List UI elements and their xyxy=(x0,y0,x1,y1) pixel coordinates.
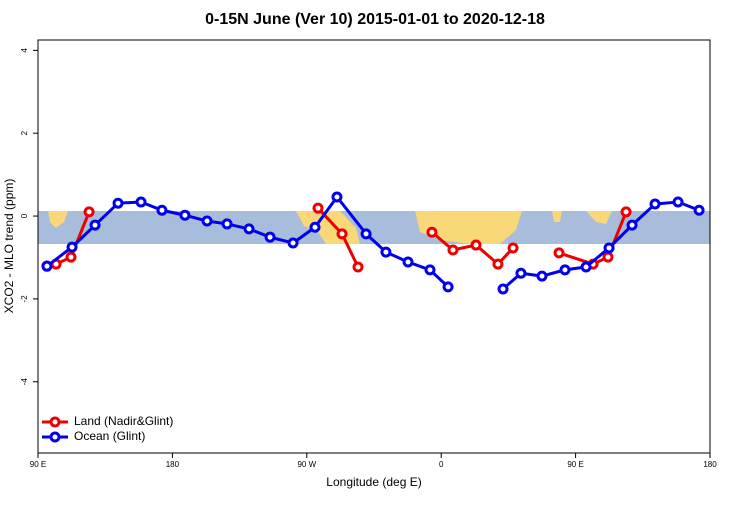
point xyxy=(649,198,661,210)
x-tick-label: 90 W xyxy=(297,460,316,469)
point xyxy=(179,209,191,221)
x-tick-label: 90 E xyxy=(567,460,583,469)
point xyxy=(672,196,684,208)
point xyxy=(380,246,392,258)
point xyxy=(626,219,638,231)
map-band xyxy=(38,211,710,244)
point xyxy=(264,231,276,243)
point xyxy=(287,237,299,249)
y-tick-label: -2 xyxy=(20,295,29,303)
x-tick-label: 180 xyxy=(703,460,717,469)
point xyxy=(602,251,614,263)
point xyxy=(66,241,78,253)
point xyxy=(221,218,233,230)
point xyxy=(442,281,454,293)
point xyxy=(243,223,255,235)
point xyxy=(360,228,372,240)
point xyxy=(135,196,147,208)
x-tick-label: 0 xyxy=(439,460,444,469)
legend-label: Ocean (Glint) xyxy=(74,429,145,443)
x-axis-label: Longitude (deg E) xyxy=(326,475,421,489)
chart-title: 0-15N June (Ver 10) 2015-01-01 to 2020-1… xyxy=(205,11,545,28)
y-tick-label: 0 xyxy=(20,213,29,218)
point xyxy=(497,283,509,295)
point xyxy=(559,264,571,276)
y-tick-label: 4 xyxy=(20,48,29,53)
point xyxy=(515,267,527,279)
y-tick-label: 2 xyxy=(20,130,29,135)
point xyxy=(89,219,101,231)
y-tick-label: -4 xyxy=(20,378,29,386)
point xyxy=(693,204,705,216)
point xyxy=(309,221,321,233)
point xyxy=(553,247,565,259)
point xyxy=(580,261,592,273)
point xyxy=(331,191,343,203)
point xyxy=(336,228,348,240)
land xyxy=(415,211,522,244)
point xyxy=(201,215,213,227)
point xyxy=(603,242,615,254)
point xyxy=(620,206,632,218)
plot-frame xyxy=(37,39,711,454)
point xyxy=(352,261,364,273)
y-axis-label: XCO2 - MLO trend (ppm) xyxy=(2,179,16,314)
point xyxy=(426,226,438,238)
x-tick-label: 90 E xyxy=(30,460,46,469)
point xyxy=(41,260,53,272)
legend-marker xyxy=(49,416,61,428)
point xyxy=(492,258,504,270)
land xyxy=(48,211,68,228)
point xyxy=(65,251,77,263)
point xyxy=(424,264,436,276)
land xyxy=(586,211,612,224)
point xyxy=(83,206,95,218)
point xyxy=(536,270,548,282)
legend-marker xyxy=(49,431,61,443)
point xyxy=(507,242,519,254)
x-tick-label: 180 xyxy=(166,460,180,469)
point xyxy=(312,202,324,214)
legend-label: Land (Nadir&Glint) xyxy=(74,414,173,428)
point xyxy=(447,244,459,256)
point xyxy=(156,204,168,216)
point xyxy=(402,256,414,268)
point xyxy=(470,239,482,251)
land xyxy=(552,211,562,222)
point xyxy=(112,197,124,209)
